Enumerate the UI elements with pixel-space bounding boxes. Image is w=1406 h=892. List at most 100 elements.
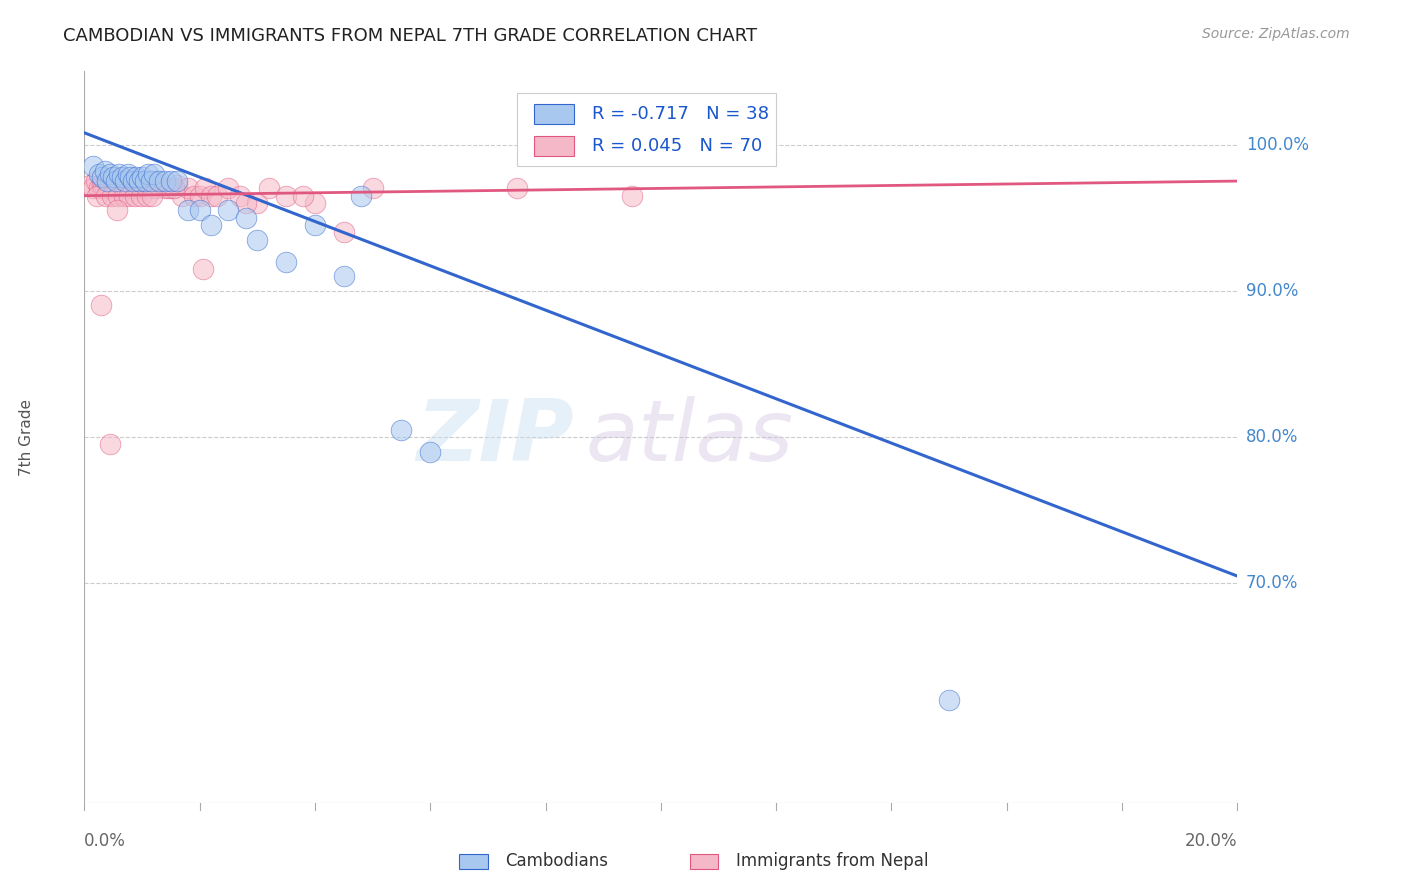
- Point: [128, 181, 150, 195]
- Point: [304, 218, 326, 232]
- Point: [108, 174, 131, 188]
- Point: [125, 181, 148, 195]
- Point: [105, 203, 128, 218]
- Point: [90, 178, 112, 193]
- Point: [506, 181, 529, 195]
- Point: [115, 181, 138, 195]
- Point: [121, 181, 143, 195]
- Point: [101, 188, 124, 202]
- Point: [114, 174, 136, 188]
- Point: [183, 188, 205, 202]
- Point: [128, 174, 150, 188]
- Point: [97, 181, 120, 195]
- Point: [218, 203, 240, 218]
- Point: [160, 174, 183, 188]
- Point: [103, 181, 125, 195]
- Point: [333, 225, 356, 239]
- Point: [98, 167, 121, 181]
- Point: [621, 188, 644, 202]
- Point: [111, 169, 134, 184]
- Point: [91, 181, 114, 195]
- Point: [87, 167, 110, 181]
- Point: [246, 233, 269, 247]
- Point: [139, 181, 162, 195]
- Point: [86, 188, 108, 202]
- Point: [105, 174, 128, 188]
- Point: [194, 181, 217, 195]
- Text: R = -0.717   N = 38: R = -0.717 N = 38: [592, 104, 769, 123]
- Point: [96, 188, 118, 202]
- Point: [84, 174, 107, 188]
- Point: [191, 261, 214, 276]
- Point: [938, 693, 960, 707]
- Point: [98, 437, 121, 451]
- Text: Cambodians: Cambodians: [505, 853, 609, 871]
- Point: [79, 178, 101, 193]
- Point: [135, 188, 157, 202]
- Point: [129, 188, 152, 202]
- Point: [107, 188, 129, 202]
- Point: [166, 174, 188, 188]
- Point: [166, 178, 188, 193]
- Point: [188, 188, 211, 202]
- FancyBboxPatch shape: [460, 854, 488, 869]
- Point: [124, 188, 146, 202]
- Point: [103, 174, 124, 188]
- Point: [125, 169, 148, 184]
- Point: [141, 188, 163, 202]
- Point: [218, 181, 240, 195]
- Point: [90, 169, 112, 184]
- Point: [139, 174, 162, 188]
- Point: [188, 203, 211, 218]
- Point: [153, 181, 176, 195]
- Point: [103, 169, 124, 184]
- Point: [131, 174, 153, 188]
- Point: [177, 181, 200, 195]
- Point: [235, 196, 257, 211]
- Point: [96, 174, 118, 188]
- Text: 100.0%: 100.0%: [1246, 136, 1309, 153]
- Point: [108, 181, 131, 195]
- Point: [148, 178, 170, 193]
- Text: atlas: atlas: [586, 395, 794, 479]
- Point: [292, 188, 315, 202]
- Point: [391, 423, 413, 437]
- Point: [120, 174, 142, 188]
- Point: [122, 174, 145, 188]
- Point: [120, 169, 142, 184]
- Point: [276, 254, 298, 268]
- Point: [82, 181, 104, 195]
- Point: [350, 188, 373, 202]
- Point: [93, 164, 115, 178]
- Point: [276, 188, 298, 202]
- Point: [93, 181, 115, 195]
- Text: Source: ZipAtlas.com: Source: ZipAtlas.com: [1202, 27, 1350, 41]
- Text: CAMBODIAN VS IMMIGRANTS FROM NEPAL 7TH GRADE CORRELATION CHART: CAMBODIAN VS IMMIGRANTS FROM NEPAL 7TH G…: [63, 27, 758, 45]
- FancyBboxPatch shape: [690, 854, 718, 869]
- Point: [142, 167, 165, 181]
- Point: [235, 211, 257, 225]
- Point: [122, 178, 145, 193]
- Point: [246, 196, 269, 211]
- Point: [177, 203, 200, 218]
- Text: 70.0%: 70.0%: [1246, 574, 1298, 592]
- Text: ZIP: ZIP: [416, 395, 575, 479]
- Point: [153, 174, 176, 188]
- Point: [98, 181, 121, 195]
- FancyBboxPatch shape: [534, 136, 575, 156]
- Point: [229, 188, 252, 202]
- Point: [87, 181, 110, 195]
- Point: [361, 181, 384, 195]
- Point: [89, 298, 111, 312]
- Text: 80.0%: 80.0%: [1246, 428, 1298, 446]
- Point: [163, 181, 186, 195]
- Text: 90.0%: 90.0%: [1246, 282, 1298, 300]
- Point: [304, 196, 326, 211]
- Point: [127, 181, 149, 195]
- Point: [156, 181, 179, 195]
- Text: Immigrants from Nepal: Immigrants from Nepal: [735, 853, 928, 871]
- Point: [148, 174, 170, 188]
- Point: [112, 188, 135, 202]
- Point: [419, 444, 441, 458]
- FancyBboxPatch shape: [534, 103, 575, 124]
